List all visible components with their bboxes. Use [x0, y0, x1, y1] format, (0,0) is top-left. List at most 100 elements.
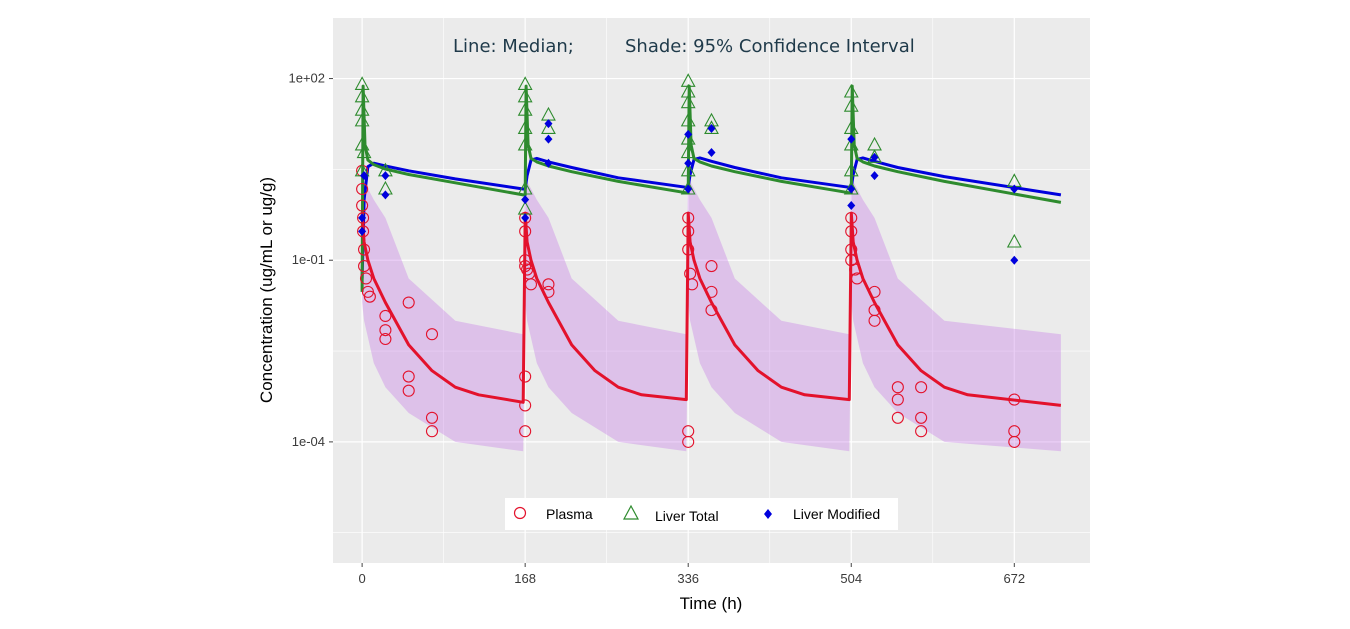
point-plasma	[542, 278, 555, 291]
point-liver-total	[354, 102, 370, 116]
point-liver-total	[843, 180, 859, 195]
point-plasma	[851, 272, 864, 285]
point-liver-total	[843, 83, 859, 98]
point-liver-modified	[544, 134, 553, 144]
point-liver-total	[680, 130, 696, 145]
legend: Plasma Liver Total Liver Modified	[505, 498, 898, 530]
legend-background	[505, 498, 898, 530]
x-axis-title: Time (h)	[680, 594, 743, 613]
point-liver-total	[680, 73, 696, 87]
point-liver-modified	[544, 158, 553, 168]
point-plasma	[402, 370, 415, 383]
point-plasma	[705, 285, 718, 298]
point-plasma	[682, 435, 695, 448]
legend-key-liver-total	[622, 504, 640, 520]
point-plasma	[357, 225, 370, 238]
point-liver-total	[517, 102, 533, 116]
point-plasma	[359, 272, 373, 285]
legend-key-plasma	[513, 506, 527, 520]
point-liver-modified	[381, 190, 390, 200]
point-liver-total	[843, 120, 859, 134]
point-liver-modified	[1010, 184, 1019, 194]
point-plasma	[519, 399, 532, 412]
annotation-median: Line: Median;	[453, 36, 574, 57]
point-plasma	[363, 290, 376, 303]
point-plasma	[682, 225, 695, 238]
ci-band-plasma	[362, 139, 1061, 452]
confidence-bands	[362, 139, 1061, 452]
point-plasma	[915, 425, 928, 438]
point-plasma	[868, 285, 881, 298]
legend-label-plasma: Plasma	[546, 506, 593, 522]
y-tick-label: 1e-04	[292, 434, 325, 449]
point-plasma	[845, 225, 858, 238]
point-liver-total	[517, 120, 533, 134]
annotation-ci: Shade: 95% Confidence Interval	[625, 36, 915, 57]
point-plasma	[845, 211, 858, 224]
point-plasma	[379, 332, 392, 346]
point-liver-total	[541, 120, 556, 134]
point-liver-total	[517, 88, 533, 103]
y-axis-title: Concentration (ug/mL or ug/g)	[257, 177, 276, 403]
point-plasma	[891, 381, 904, 394]
point-liver-modified	[521, 195, 530, 205]
point-liver-modified	[870, 171, 879, 181]
point-plasma	[915, 411, 928, 424]
x-tick-label: 504	[840, 571, 862, 586]
point-plasma	[519, 425, 532, 438]
point-liver-modified	[1010, 255, 1019, 265]
point-liver-modified	[707, 123, 716, 133]
point-plasma	[1008, 435, 1021, 448]
point-liver-modified	[707, 148, 716, 158]
point-plasma	[357, 211, 370, 224]
point-plasma	[542, 285, 555, 298]
point-liver-modified	[358, 213, 367, 223]
point-liver-modified	[544, 119, 553, 129]
point-plasma	[519, 370, 532, 383]
point-plasma	[682, 211, 695, 224]
axis-ticks: 0 168 336 504 672 1e-04 1e-01 1e+02	[288, 71, 1025, 586]
point-liver-total	[867, 149, 882, 163]
point-liver-total	[354, 88, 370, 103]
point-plasma	[891, 393, 904, 406]
y-tick-label: 1e+02	[288, 71, 325, 86]
point-liver-total	[517, 180, 533, 195]
point-plasma	[379, 309, 392, 323]
x-tick-label: 168	[514, 571, 536, 586]
point-liver-total	[517, 136, 533, 151]
legend-label-liver-total: Liver Total	[655, 508, 719, 524]
point-plasma	[686, 278, 699, 291]
point-plasma	[519, 211, 532, 224]
point-plasma	[524, 278, 538, 291]
point-liver-modified	[870, 152, 879, 162]
point-liver-modified	[358, 226, 367, 236]
point-plasma	[425, 411, 439, 424]
x-tick-label: 336	[677, 571, 699, 586]
y-tick-label: 1e-01	[292, 252, 325, 267]
point-plasma	[868, 314, 881, 327]
point-liver-total	[356, 144, 372, 159]
point-liver-modified	[521, 213, 530, 223]
point-plasma	[519, 225, 532, 238]
point-liver-modified	[381, 171, 390, 181]
point-liver-total	[680, 112, 696, 127]
median-line-plasma	[360, 211, 1062, 407]
point-plasma	[519, 254, 532, 267]
point-liver-modified	[847, 201, 856, 211]
point-liver-total	[354, 112, 370, 127]
point-liver-total	[680, 180, 696, 195]
point-liver-total	[704, 120, 719, 134]
point-plasma	[425, 328, 439, 341]
point-liver-total	[680, 162, 696, 177]
point-plasma	[402, 296, 415, 309]
point-liver-total	[843, 98, 859, 112]
observed-points	[354, 73, 1022, 448]
plot-panel	[333, 18, 1090, 563]
point-liver-modified	[684, 158, 693, 168]
point-plasma	[1008, 393, 1021, 406]
point-plasma	[356, 182, 369, 196]
point-liver-modified	[847, 184, 856, 194]
x-tick-label: 672	[1003, 571, 1025, 586]
point-liver-modified	[360, 171, 369, 181]
